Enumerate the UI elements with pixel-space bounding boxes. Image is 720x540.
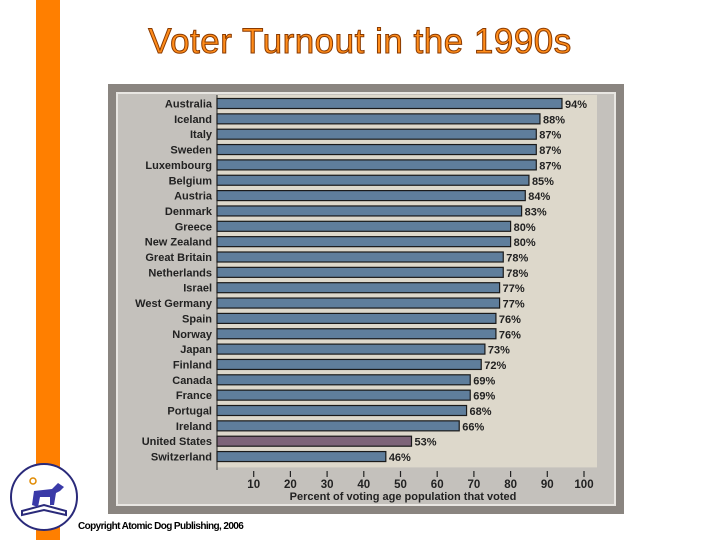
bar-new-zealand: [216, 236, 512, 248]
category-label: Australia: [165, 99, 213, 111]
category-label: United States: [142, 436, 212, 448]
bar-luxembourg: [216, 159, 537, 171]
category-label: Netherlands: [148, 267, 212, 279]
data-label: 80%: [514, 237, 536, 249]
dog-on-book-icon: [21, 477, 67, 517]
data-label: 83%: [525, 206, 547, 218]
bar-switzerland: [216, 450, 387, 463]
category-label: Finland: [173, 359, 212, 371]
data-label: 87%: [539, 160, 561, 172]
bar-united-states: [216, 435, 413, 447]
data-label: 80%: [514, 222, 536, 234]
x-tick-label: 60: [431, 479, 444, 491]
data-label: 72%: [484, 360, 506, 372]
bar-canada: [216, 374, 471, 386]
category-label: Greece: [175, 221, 212, 233]
category-label: Luxembourg: [145, 160, 212, 172]
category-label: West Germany: [135, 298, 213, 310]
bar-sweden: [216, 143, 537, 156]
bar-france: [216, 389, 471, 401]
data-label: 76%: [499, 314, 521, 326]
bar-netherlands: [216, 266, 504, 278]
bar-greece: [216, 220, 512, 232]
category-label: Sweden: [170, 145, 212, 157]
category-label: Canada: [172, 375, 213, 387]
x-tick-label: 40: [357, 479, 370, 491]
data-label: 78%: [506, 268, 528, 280]
category-label: New Zealand: [145, 237, 212, 249]
category-label: Denmark: [165, 206, 213, 218]
bar-australia: [216, 97, 563, 110]
x-tick-label: 30: [321, 479, 334, 491]
bar-denmark: [216, 205, 523, 217]
data-label: 46%: [389, 452, 411, 464]
bar-ireland: [216, 420, 460, 432]
slide-title: Voter Turnout in the 1990s: [148, 22, 572, 62]
category-label: Italy: [190, 129, 213, 141]
category-label: Portugal: [167, 406, 212, 418]
bar-italy: [216, 128, 537, 140]
category-label: Austria: [174, 191, 213, 203]
x-axis-title: Percent of voting age population that vo…: [290, 491, 517, 503]
data-label: 69%: [473, 375, 495, 387]
data-label: 53%: [415, 437, 437, 449]
category-label: Belgium: [169, 175, 213, 187]
category-label: Japan: [180, 344, 212, 356]
category-label: Iceland: [174, 114, 212, 126]
data-label: 87%: [539, 130, 561, 142]
bar-great-britain: [216, 251, 504, 263]
bar-japan: [216, 343, 486, 355]
data-label: 94%: [565, 99, 587, 111]
copyright-text: Copyright Atomic Dog Publishing, 2006: [78, 521, 244, 532]
category-label: Israel: [183, 283, 212, 295]
bar-iceland: [216, 113, 541, 125]
atomic-dog-logo: [10, 463, 78, 531]
category-label: Switzerland: [151, 452, 212, 464]
data-label: 85%: [532, 176, 554, 188]
data-label: 87%: [539, 145, 561, 157]
data-label: 73%: [488, 345, 510, 357]
category-label: France: [176, 390, 212, 402]
x-tick-label: 50: [394, 479, 407, 491]
bar-west-germany: [216, 297, 501, 309]
data-label: 77%: [503, 283, 525, 295]
data-label: 76%: [499, 329, 521, 341]
x-tick-label: 10: [247, 479, 260, 491]
bar-belgium: [216, 174, 530, 186]
data-label: 69%: [473, 391, 495, 403]
bar-portugal: [216, 404, 468, 417]
data-label: 84%: [528, 191, 550, 203]
x-tick-label: 90: [541, 479, 554, 491]
data-label: 68%: [470, 406, 492, 418]
orange-side-stripe: [36, 0, 60, 540]
bar-norway: [216, 328, 497, 340]
x-tick-label: 80: [504, 479, 517, 491]
data-label: 77%: [503, 299, 525, 311]
x-tick-label: 100: [574, 479, 593, 491]
data-label: 66%: [462, 421, 484, 433]
bar-finland: [216, 358, 482, 371]
bar-spain: [216, 312, 497, 324]
x-tick-label: 20: [284, 479, 297, 491]
category-label: Spain: [182, 313, 212, 325]
category-label: Norway: [172, 329, 213, 341]
data-label: 78%: [506, 253, 528, 265]
x-tick-label: 70: [468, 479, 481, 491]
bar-austria: [216, 190, 526, 202]
data-label: 88%: [543, 114, 565, 126]
bar-israel: [216, 282, 501, 294]
category-label: Ireland: [176, 421, 212, 433]
category-label: Great Britain: [145, 252, 212, 264]
